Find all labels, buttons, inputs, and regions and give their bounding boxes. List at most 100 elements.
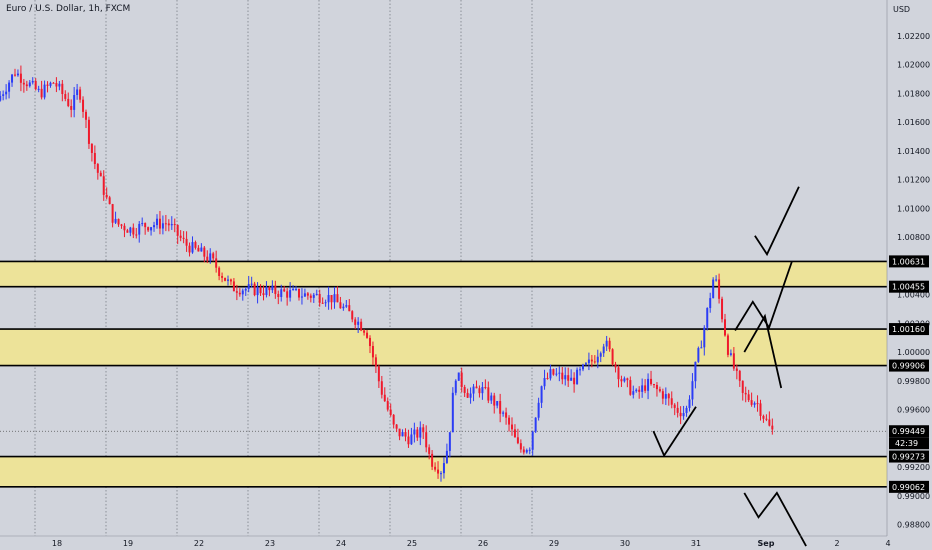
- candle-body: [448, 432, 451, 451]
- candle-body: [614, 364, 617, 368]
- candle-body: [398, 428, 401, 437]
- candle-body: [555, 373, 558, 375]
- candle-body: [377, 366, 380, 382]
- candle-body: [366, 332, 369, 338]
- candle-body: [182, 237, 185, 239]
- candle-body: [360, 321, 363, 331]
- candle-body: [682, 413, 685, 417]
- candle-body: [679, 412, 682, 417]
- candle-body: [126, 230, 129, 233]
- candle-body: [655, 384, 658, 390]
- candle-body: [590, 359, 593, 362]
- y-tick-label: 1.01400: [897, 147, 930, 156]
- countdown-text: 42:39: [895, 439, 918, 448]
- candle-body: [502, 412, 505, 414]
- x-tick-label: 31: [691, 539, 701, 548]
- x-tick-label: 4: [885, 539, 890, 548]
- y-tick-label: 1.01600: [897, 118, 930, 127]
- candle-body: [567, 375, 570, 381]
- candle-body: [404, 432, 407, 437]
- candle-body: [147, 227, 150, 231]
- y-tick-label: 0.98800: [897, 521, 930, 530]
- candle-body: [534, 417, 537, 432]
- candle-body: [70, 106, 73, 110]
- x-tick-label: 22: [194, 539, 204, 548]
- projection-path: [743, 313, 783, 389]
- candle-body: [638, 389, 641, 392]
- candle-body: [295, 288, 298, 290]
- candle-body: [611, 349, 614, 365]
- candle-body: [647, 378, 650, 391]
- candle-body: [339, 302, 342, 309]
- x-tick-label: Sep: [758, 539, 775, 548]
- x-tick-label: 30: [620, 539, 630, 548]
- candle-body: [170, 224, 173, 226]
- candle-body: [309, 295, 312, 298]
- x-tick-label: 19: [123, 539, 133, 548]
- price-tag: [889, 359, 929, 372]
- candle-body: [120, 224, 123, 226]
- candle-body: [735, 368, 738, 371]
- candle-body: [510, 424, 513, 430]
- candle-body: [306, 293, 309, 296]
- price-tag: [889, 323, 929, 336]
- candle-body: [129, 227, 132, 233]
- projection-path: [734, 261, 793, 331]
- price-tag: [889, 425, 929, 438]
- candle-body: [138, 223, 141, 235]
- y-tick-label: 1.01200: [897, 176, 930, 185]
- candle-body: [652, 384, 655, 386]
- candle-body: [19, 73, 22, 83]
- candle-body: [528, 449, 531, 451]
- candle-body: [67, 98, 70, 107]
- candle-body: [197, 247, 200, 252]
- candle-body: [445, 450, 448, 464]
- projection-drawings: [652, 186, 807, 547]
- candle-body: [602, 346, 605, 354]
- candle-body: [229, 279, 232, 282]
- candle-body: [389, 409, 392, 415]
- candle-body: [599, 353, 602, 357]
- candle-body: [200, 247, 203, 252]
- candle-body: [191, 242, 194, 253]
- candle-body: [581, 364, 584, 370]
- candle-body: [25, 84, 28, 87]
- candle-body: [620, 379, 623, 382]
- candle-body: [608, 340, 611, 350]
- candle-body: [203, 247, 206, 257]
- candle-body: [256, 287, 259, 296]
- candle-body: [330, 295, 333, 303]
- price-tag-text: 1.00455: [892, 283, 925, 292]
- candle-body: [756, 403, 759, 405]
- candle-body: [300, 296, 303, 298]
- candle-body: [64, 94, 67, 99]
- candle-body: [315, 293, 318, 295]
- candle-body: [218, 267, 221, 277]
- candle-body: [460, 372, 463, 388]
- candle-body: [573, 377, 576, 385]
- candle-body: [726, 335, 729, 355]
- candle-body: [215, 258, 218, 268]
- candle-body: [289, 290, 292, 298]
- candle-body: [46, 84, 49, 86]
- candle-body: [605, 340, 608, 347]
- currency-label: USD: [893, 5, 910, 14]
- candle-body: [49, 82, 52, 86]
- candle-body: [732, 353, 735, 369]
- candle-body: [457, 372, 460, 381]
- candle-body: [82, 99, 85, 112]
- candle-body: [8, 82, 11, 92]
- candle-body: [525, 449, 528, 453]
- candle-body: [61, 83, 64, 95]
- price-tag: [889, 255, 929, 268]
- candle-body: [342, 306, 345, 309]
- candle-body: [265, 287, 268, 296]
- y-tick-label: 1.01000: [897, 204, 930, 213]
- candle-body: [84, 111, 87, 120]
- candle-body: [694, 361, 697, 382]
- y-tick-label: 1.02000: [897, 61, 930, 70]
- candle-body: [5, 91, 8, 95]
- candle-body: [741, 380, 744, 393]
- candle-body: [241, 290, 244, 295]
